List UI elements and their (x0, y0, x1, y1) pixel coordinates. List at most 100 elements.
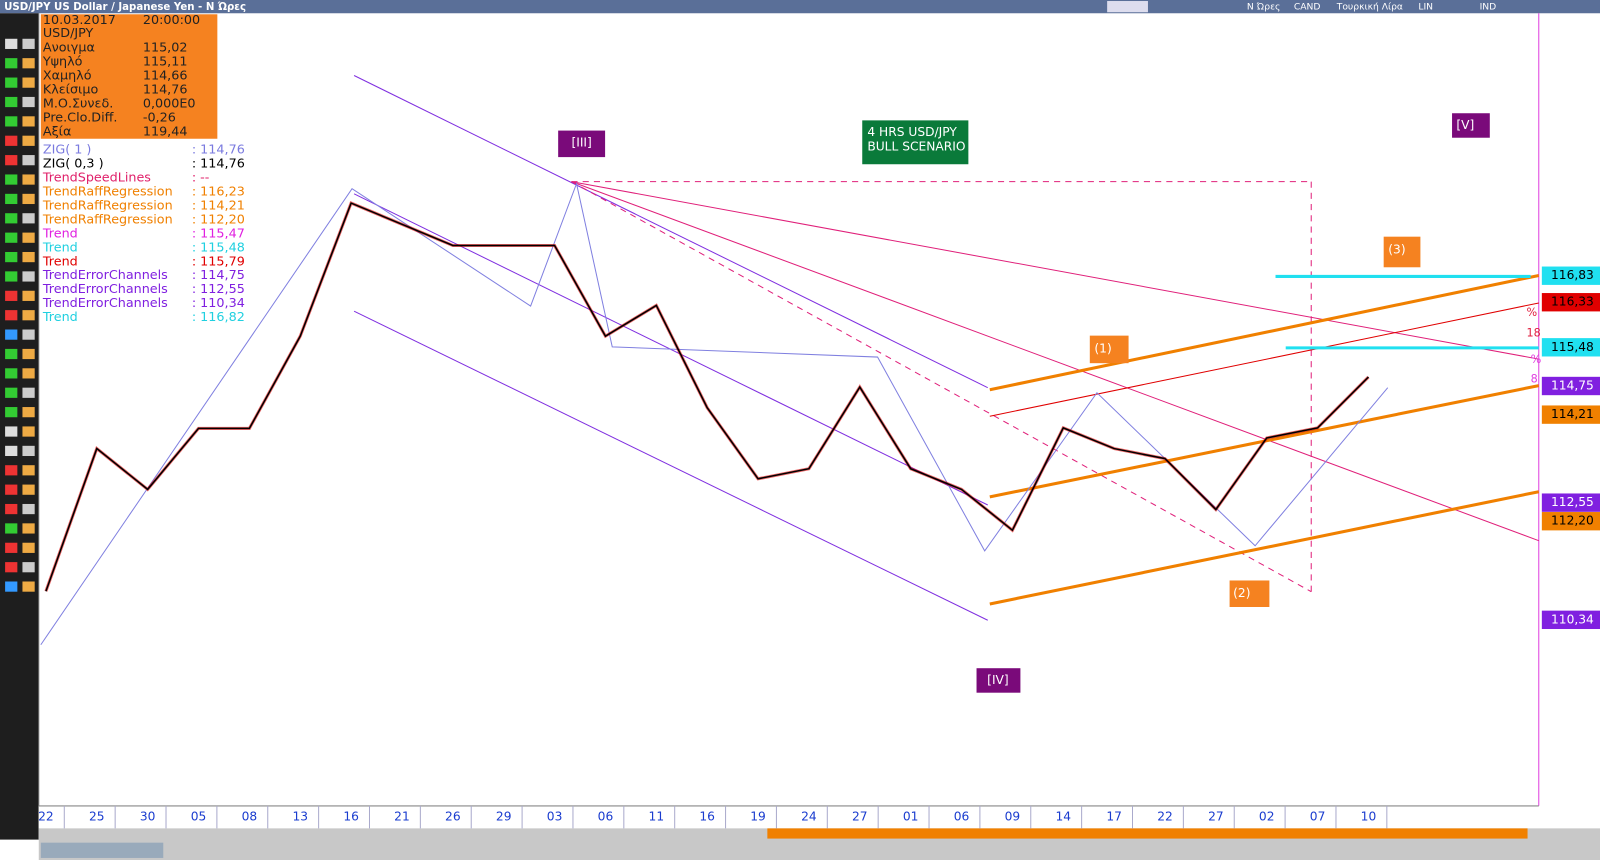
tools (5, 38, 35, 592)
date-axis (38, 805, 1600, 829)
indicator-name: ZIG( 1 ) (43, 142, 92, 157)
indicator-value: : 112,20 (192, 212, 245, 227)
tool-icon (22, 77, 35, 88)
indicator-value: : 114,76 (192, 156, 245, 171)
tool-icon (5, 503, 18, 515)
tool-icon (22, 232, 35, 243)
date-label: 08 (242, 810, 258, 824)
tool-icon (5, 213, 18, 224)
date-label: 19 (750, 810, 766, 824)
indicator-name: TrendRaffRegression (42, 184, 173, 199)
date-label: 21 (394, 810, 410, 824)
scenario-text: BULL SCENARIO (867, 139, 965, 153)
date-label: 07 (1310, 810, 1326, 824)
toolbar-item[interactable]: CAND (1294, 2, 1321, 13)
tool-icon (5, 368, 18, 379)
tool-icon (5, 58, 18, 69)
tool-icon (5, 271, 18, 282)
date-label: 30 (140, 810, 156, 824)
price-label: 112,55 (1551, 495, 1594, 509)
scrollbar[interactable] (767, 828, 1528, 839)
price-marker (1541, 293, 1600, 312)
indicator-list: ZIG( 1 ): 114,76 ZIG( 0,3 ): 114,76 TrendS… (42, 142, 245, 325)
tool-icon (5, 135, 18, 146)
price-marker (1541, 610, 1600, 630)
date-label: 22 (1157, 810, 1173, 824)
tool-icon (5, 581, 18, 592)
tool-icon (22, 562, 35, 573)
tool-icon (22, 155, 35, 166)
tool-icon (5, 96, 18, 108)
tool-icon (5, 77, 18, 88)
price-marker (1541, 512, 1600, 531)
date-label: 22 (38, 810, 54, 824)
indicator-name: Trend (42, 254, 78, 269)
toolbar-item[interactable]: Ν Ώρες (1247, 2, 1281, 13)
toolbar-item[interactable]: Τουρκική Λίρα (1336, 2, 1403, 13)
tool-icon (22, 310, 35, 321)
indicator-value: : 116,82 (192, 310, 245, 325)
date-label: 03 (547, 810, 563, 824)
speed-line (571, 181, 1312, 593)
fib-text: 8 (1531, 373, 1538, 386)
trend-line (989, 302, 1539, 417)
info-label: Υψηλό (42, 54, 83, 69)
wave-label-box (1452, 113, 1490, 138)
wave-label: [V] (1456, 118, 1474, 132)
logo (1107, 1, 1148, 13)
tool-icon (5, 407, 18, 418)
date-label: 17 (1106, 810, 1122, 824)
tool-icon (22, 407, 35, 418)
indicator-name: ZIG( 0,3 ) (43, 156, 104, 171)
date-label: 09 (1005, 810, 1021, 824)
info-value: 115,11 (143, 54, 188, 69)
date-label: 27 (1208, 810, 1224, 824)
date-label: 16 (699, 810, 715, 824)
indicator-value: : 114,21 (192, 198, 245, 213)
price-marker (1541, 493, 1600, 512)
info-value: -0,26 (143, 110, 176, 125)
wave-label-box (558, 130, 606, 158)
indicator-value: : 114,75 (192, 268, 245, 283)
channel-line (353, 75, 988, 389)
indicator-value: : -- (192, 170, 210, 185)
indicator-name: TrendErrorChannels (42, 268, 168, 283)
tool-icon (22, 523, 35, 534)
tool-icon (22, 174, 35, 185)
date-label: 16 (343, 810, 359, 824)
date-label: 10 (1361, 810, 1377, 824)
toolbar-item[interactable]: LIN (1418, 2, 1433, 13)
speed-line (571, 181, 1539, 360)
date-label: 05 (191, 810, 207, 824)
tool-icon (5, 251, 18, 263)
tool-icon (22, 213, 35, 224)
scenario-box (862, 120, 969, 165)
tool-icon (5, 445, 18, 457)
info-label: Κλείσιμο (43, 82, 99, 97)
bottom-icons[interactable] (40, 842, 164, 858)
indicator-name: Trend (42, 226, 78, 241)
tool-icon (5, 174, 18, 185)
info-label: Χαμηλό (43, 68, 92, 83)
indicator-value: : 110,34 (192, 296, 245, 311)
channel-line (353, 310, 988, 621)
regression-line (989, 273, 1540, 392)
wave-label: (2) (1233, 586, 1250, 600)
info-label: Ανοιγμα (43, 40, 95, 55)
info-value: 0,000E0 (143, 96, 196, 111)
info-value: 119,44 (143, 124, 188, 139)
info-value: 115,02 (143, 40, 188, 55)
tool-icon (5, 542, 18, 553)
tool-icon (22, 38, 35, 49)
toolbar-item[interactable]: IND (1480, 2, 1497, 13)
price-marker (1541, 405, 1600, 424)
date-label: 27 (852, 810, 868, 824)
tool-icon (5, 348, 18, 360)
tool-icon (5, 116, 18, 127)
wave-label-box (1089, 335, 1129, 364)
fib-text: % (1527, 306, 1538, 319)
info-label: Pre.Clo.Diff. (43, 110, 118, 125)
indicator-value: : 114,76 (192, 142, 245, 157)
